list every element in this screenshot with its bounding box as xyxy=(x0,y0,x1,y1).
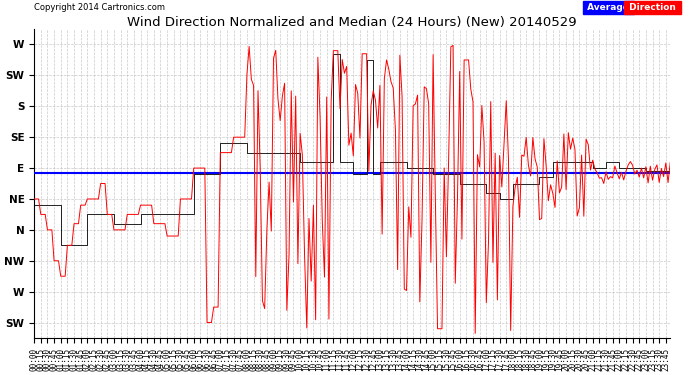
Text: Direction: Direction xyxy=(626,3,679,12)
Text: Average: Average xyxy=(584,3,633,12)
Title: Wind Direction Normalized and Median (24 Hours) (New) 20140529: Wind Direction Normalized and Median (24… xyxy=(128,16,577,29)
Text: Copyright 2014 Cartronics.com: Copyright 2014 Cartronics.com xyxy=(34,3,165,12)
